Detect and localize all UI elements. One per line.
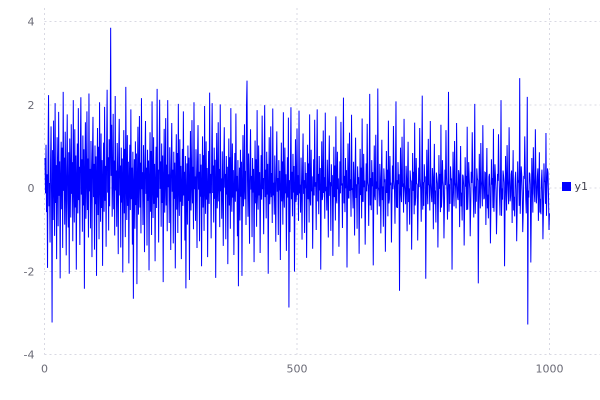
x-tick-label: 1000	[536, 363, 564, 376]
y-axis-tick-labels: -4 -2 0 2 4	[24, 16, 35, 362]
y-tick-label: 4	[28, 16, 35, 29]
series-line-y1	[44, 27, 550, 325]
x-axis-tick-labels: 0 500 1000	[41, 363, 564, 376]
x-tick-label: 500	[287, 363, 308, 376]
y-tick-label: -4	[24, 349, 35, 362]
x-tick-label: 0	[41, 363, 48, 376]
y-tick-label: 2	[28, 99, 35, 112]
legend-label-y1: y1	[574, 180, 589, 193]
chart-legend[interactable]: y1	[561, 180, 589, 193]
legend-swatch-y1	[561, 182, 571, 191]
y-tick-label: -2	[24, 265, 35, 278]
series-lines	[44, 27, 550, 325]
y-tick-label: 0	[28, 182, 35, 195]
